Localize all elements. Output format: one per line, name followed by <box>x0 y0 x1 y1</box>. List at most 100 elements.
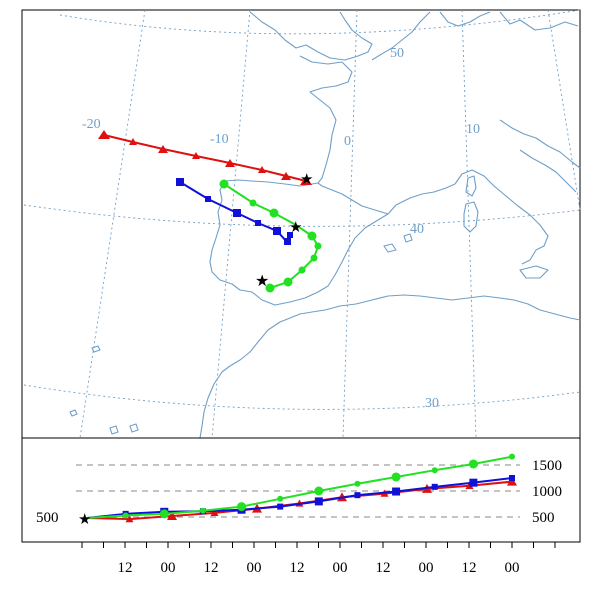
trajectory-red-marker <box>129 138 137 145</box>
lon-label-minus10: -10 <box>210 132 229 147</box>
france-mediterranean-coast <box>387 183 456 215</box>
corsica <box>465 175 477 197</box>
height-series-marker <box>167 510 177 520</box>
height-series-marker <box>431 483 438 490</box>
trajectory-red-marker <box>258 166 266 173</box>
morocco-atlantic-coast <box>199 317 291 439</box>
time-axis-label: 00 <box>505 560 520 576</box>
graticule-labels: -20 -10 0 10 50 40 30 <box>82 46 480 411</box>
trajectory-blue <box>176 178 293 245</box>
height-series-marker <box>509 453 515 460</box>
trajectory-blue-marker <box>233 209 241 217</box>
trajectory-green-star: ★ <box>289 220 302 236</box>
height-series-marker <box>468 459 478 469</box>
trajectory-red-marker <box>158 145 168 153</box>
lat-label-30: 30 <box>425 396 439 411</box>
trajectory-red-line <box>103 134 307 182</box>
lon-label-0: 0 <box>344 134 351 149</box>
trajectory-red-marker <box>192 152 200 159</box>
trajectory-green-marker <box>249 199 257 207</box>
trajectory-blue-marker <box>205 196 211 202</box>
africa-coast <box>289 294 581 321</box>
meridian-minus10 <box>211 9 251 439</box>
trajectory-red-origin-star: ★ <box>300 172 313 188</box>
iberia-coast <box>209 180 389 306</box>
height-tick-label: 1500 <box>532 458 562 474</box>
lon-label-minus20: -20 <box>82 117 101 132</box>
height-right-ticks: 1500 1000 500 <box>532 458 562 526</box>
height-series-marker <box>431 467 438 474</box>
trajectory-green-marker <box>307 231 317 241</box>
alps-adriatic-coast <box>499 119 581 169</box>
sardinia <box>463 201 479 233</box>
sicily <box>519 265 549 279</box>
height-tick-label: 500 <box>532 510 555 526</box>
trajectory-green-marker <box>219 179 229 189</box>
height-series-marker <box>314 497 323 506</box>
map-frame <box>21 9 581 439</box>
height-series-marker <box>392 487 401 496</box>
time-axis: 12 00 12 00 12 00 12 00 12 00 <box>22 541 580 576</box>
trajectory-green-marker <box>283 277 293 287</box>
height-left-label: 500 <box>36 510 59 526</box>
lat-label-50: 50 <box>390 46 404 61</box>
trajectory-red-marker <box>98 130 110 139</box>
height-series-marker <box>210 508 219 517</box>
height-series-marker <box>354 480 361 487</box>
graticule <box>23 9 581 439</box>
trajectory-green-line <box>223 183 320 289</box>
time-axis-label: 00 <box>419 560 434 576</box>
map-panel: -20 -10 0 10 50 40 30 <box>21 9 581 439</box>
trajectory-blue-marker <box>176 178 184 186</box>
trajectory-green-marker <box>265 283 275 293</box>
meridian-0 <box>342 9 358 439</box>
height-series-marker <box>122 512 129 519</box>
lon-label-10: 10 <box>466 122 480 137</box>
trajectory-blue-marker <box>255 220 261 226</box>
trajectory-red: ★ <box>98 130 313 188</box>
height-panel: 1500 1000 500 500 ★ <box>21 437 581 543</box>
biscay-coast <box>224 179 319 187</box>
balearics <box>383 233 413 253</box>
france-atlantic-coast <box>309 61 353 184</box>
trajectory-blue-origin-star: ★ <box>255 273 269 290</box>
britain-coast <box>249 11 373 61</box>
time-axis-label: 12 <box>462 560 477 576</box>
trajectories: ★ <box>98 130 322 293</box>
time-axis-label: 00 <box>247 560 262 576</box>
trajectory-red-marker <box>300 176 312 185</box>
height-tick-label: 1000 <box>532 484 562 500</box>
canaries <box>69 409 139 435</box>
height-series-marker <box>159 509 169 519</box>
height-series-line <box>86 455 513 520</box>
time-axis-label: 00 <box>161 560 176 576</box>
time-axis-label: 12 <box>204 560 219 576</box>
height-series-marker <box>314 486 324 496</box>
height-series-marker <box>237 502 247 512</box>
time-axis-label: 00 <box>333 560 348 576</box>
trajectory-green-marker <box>310 254 318 262</box>
height-series-marker <box>125 515 134 523</box>
height-series-marker <box>354 492 361 499</box>
trajectory-blue-marker <box>284 238 291 245</box>
trajectory-green-marker <box>314 242 322 250</box>
height-start-star: ★ <box>78 512 91 528</box>
trajectory-blue-marker <box>273 227 281 235</box>
parallel-50 <box>59 9 581 35</box>
baltic-coast <box>499 11 579 31</box>
height-series-line <box>86 477 513 520</box>
coastlines <box>69 11 581 439</box>
height-series-marker <box>507 476 517 486</box>
height-series-marker <box>277 495 284 502</box>
north-europe-coast <box>371 11 491 61</box>
time-axis-label: 12 <box>118 560 133 576</box>
height-series-marker <box>509 475 515 481</box>
height-series-marker <box>277 503 284 510</box>
height-series-marker <box>391 472 401 482</box>
height-panel-frame <box>21 437 581 543</box>
height-series <box>86 453 517 523</box>
trajectory-red-marker <box>225 159 235 167</box>
meridian-minus20 <box>79 9 146 439</box>
trajectory-green-marker <box>269 208 279 218</box>
